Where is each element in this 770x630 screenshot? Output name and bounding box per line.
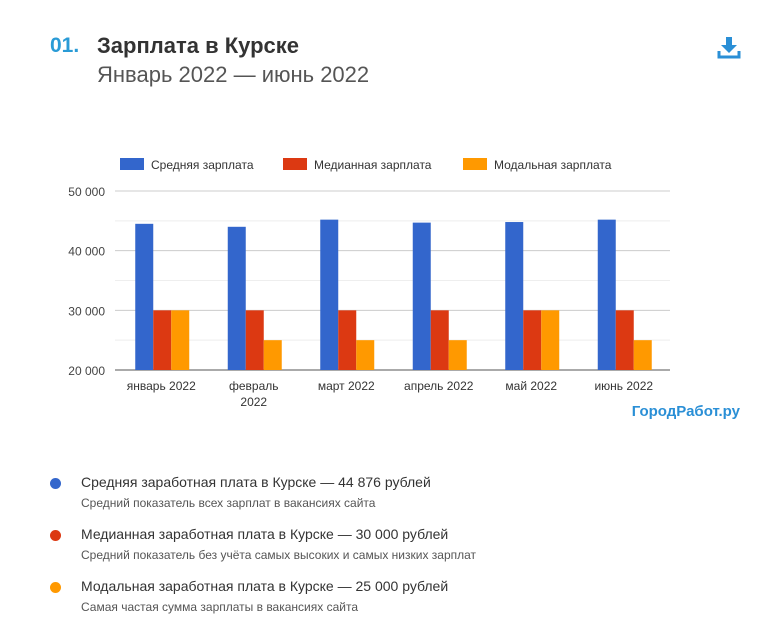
bar bbox=[541, 310, 560, 370]
page-title: Зарплата в Курске bbox=[97, 33, 300, 58]
legend-label: Модальная зарплата bbox=[494, 158, 612, 172]
x-tick-label: апрель 2022 bbox=[404, 379, 474, 393]
x-tick-label: февраль bbox=[229, 379, 279, 393]
bar bbox=[356, 340, 375, 370]
stat-modal-dot bbox=[50, 582, 61, 593]
bar bbox=[227, 226, 246, 370]
bar bbox=[505, 222, 524, 370]
section-number: 01. bbox=[50, 34, 80, 57]
y-tick-label: 50 000 bbox=[68, 185, 105, 199]
bar bbox=[633, 340, 652, 370]
stat-modal-desc: Самая частая сумма зарплаты в вакансиях … bbox=[81, 600, 358, 614]
bar bbox=[320, 219, 339, 370]
x-tick-label: май 2022 bbox=[505, 379, 557, 393]
x-tick-label: 2022 bbox=[240, 395, 267, 409]
legend-label: Средняя зарплата bbox=[151, 158, 254, 172]
x-tick-label: март 2022 bbox=[318, 379, 375, 393]
bar bbox=[412, 222, 431, 370]
page-subtitle: Январь 2022 — июнь 2022 bbox=[97, 62, 370, 87]
stat-modal-title: Модальная заработная плата в Курске — 25… bbox=[81, 578, 449, 594]
bar bbox=[523, 310, 542, 370]
bar bbox=[430, 310, 449, 370]
legend-swatch bbox=[283, 158, 307, 170]
bar bbox=[171, 310, 190, 370]
y-tick-label: 30 000 bbox=[68, 304, 105, 318]
y-tick-label: 20 000 bbox=[68, 364, 105, 378]
stat-median-dot bbox=[50, 530, 61, 541]
bar bbox=[448, 340, 467, 370]
x-tick-label: июнь 2022 bbox=[594, 379, 653, 393]
stat-median-desc: Средний показатель без учёта самых высок… bbox=[81, 548, 477, 562]
legend-swatch bbox=[463, 158, 487, 170]
brand-logo: ГородРабот.ру bbox=[631, 403, 740, 420]
x-tick-label: январь 2022 bbox=[127, 379, 196, 393]
stat-average-desc: Средний показатель всех зарплат в ваканс… bbox=[81, 496, 376, 510]
bar bbox=[615, 310, 634, 370]
download-icon[interactable] bbox=[716, 36, 742, 60]
bar bbox=[245, 310, 264, 370]
bar bbox=[153, 310, 172, 370]
legend-label: Медианная зарплата bbox=[314, 158, 432, 172]
stat-average-dot bbox=[50, 478, 61, 489]
bar bbox=[597, 219, 616, 370]
stat-average-title: Средняя заработная плата в Курске — 44 8… bbox=[81, 474, 431, 490]
stat-median-title: Медианная заработная плата в Курске — 30… bbox=[81, 526, 449, 542]
legend-swatch bbox=[120, 158, 144, 170]
y-tick-label: 40 000 bbox=[68, 245, 105, 259]
bar bbox=[135, 223, 154, 370]
salary-bar-chart: 20 000 30 000 40 000 50 000 январь 2022 февра… bbox=[68, 158, 670, 409]
bar bbox=[263, 340, 282, 370]
bar bbox=[338, 310, 357, 370]
